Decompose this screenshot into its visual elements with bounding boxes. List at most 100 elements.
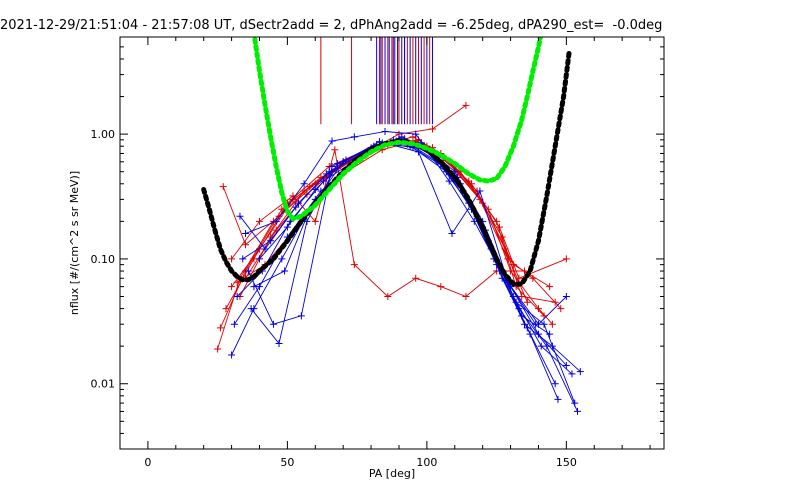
blue-cross-marker (281, 267, 289, 275)
blue-cross-marker (470, 217, 478, 225)
blue-cross-marker (311, 185, 319, 193)
blue-cross-marker (526, 330, 534, 338)
blue-cross-marker (244, 267, 252, 275)
green-model-curve (252, 37, 544, 222)
red-cross-marker (242, 241, 250, 249)
blue-cross-marker (267, 237, 275, 245)
red-cross-marker (216, 324, 224, 332)
axis-ticks: 0 50 100 150 0.01 0.10 1.00 (91, 36, 664, 469)
plot-area-data (201, 37, 584, 415)
blue-cross-marker (233, 293, 241, 301)
red-cross-marker (214, 345, 222, 353)
blue-cross-marker (278, 255, 286, 263)
blue-cross-marker (236, 212, 244, 220)
red-cross-marker (504, 255, 512, 263)
blue-cross-marker (568, 370, 576, 378)
red-cross-marker (523, 298, 531, 306)
red-cross-marker (275, 212, 283, 220)
red-cross-marker (515, 274, 523, 282)
green-series-3 (252, 37, 544, 222)
blue-cross-marker (261, 245, 269, 253)
x-tick-label: 100 (416, 456, 437, 469)
x-axis-label: PA [deg] (369, 467, 415, 480)
blue-cross-marker (250, 283, 258, 291)
blue-cross-marker (255, 255, 263, 263)
blue-cross-marker (228, 351, 236, 359)
red-cross-marker (462, 101, 470, 109)
red-cross-marker (228, 255, 236, 263)
blue-cross-marker (476, 187, 484, 195)
y-axis-label: nflux [#/(cm^2 s sr MeV)] (68, 171, 81, 315)
red-cross-marker (306, 183, 314, 191)
blue-cross-marker (381, 127, 389, 135)
plot-frame (119, 36, 665, 450)
y-tick-label: 1.00 (91, 128, 116, 141)
blue-cross-marker (350, 133, 358, 141)
blue-cross-marker (283, 223, 291, 231)
blue-cross-marker (230, 320, 238, 328)
blue-cross-marker (334, 160, 342, 168)
blue-cross-marker (576, 368, 584, 376)
red-cross-marker (350, 261, 358, 269)
blue-cross-marker (548, 342, 556, 350)
red-cross-marker (534, 305, 542, 313)
red-cross-marker (311, 217, 319, 225)
red-cross-marker (562, 255, 570, 263)
blue-cross-marker (546, 330, 554, 338)
red-cross-marker (228, 283, 236, 291)
red-series-4 (320, 37, 431, 125)
blue-cross-marker (554, 395, 562, 403)
red-cross-marker (462, 293, 470, 301)
red-cross-marker (219, 183, 227, 191)
blue-cross-marker (328, 163, 336, 171)
blue-cross-marker (551, 380, 559, 388)
red-cross-marker (468, 180, 476, 188)
red-cross-marker (548, 320, 556, 328)
red-cross-marker (384, 293, 392, 301)
chart-title: 2021-12-29/21:51:04 - 21:57:08 UT, dSect… (0, 18, 663, 33)
blue-curve (245, 131, 537, 325)
y-tick-label: 0.01 (91, 378, 116, 391)
blue-cross-marker (342, 156, 350, 164)
blue-cross-marker (242, 229, 250, 237)
red-curve (231, 149, 525, 298)
x-tick-label: 0 (144, 456, 151, 469)
blue-cross-marker (300, 180, 308, 188)
red-cross-marker (412, 274, 420, 282)
red-cross-marker (546, 283, 554, 291)
red-curve (239, 105, 467, 297)
red-cross-marker (529, 274, 537, 282)
red-cross-marker (518, 293, 526, 301)
blue-cross-marker (295, 199, 303, 207)
blue-cross-marker (534, 320, 542, 328)
blue-cross-marker (562, 362, 570, 370)
red-cross-marker (437, 283, 445, 291)
blue-series-5 (376, 37, 433, 125)
red-curve (245, 143, 567, 279)
blue-cross-marker (325, 168, 333, 176)
red-cross-marker (521, 267, 529, 275)
blue-cross-marker (562, 293, 570, 301)
red-cross-marker (255, 217, 263, 225)
x-tick-label: 150 (556, 456, 577, 469)
blue-cross-marker (534, 330, 542, 338)
red-cross-marker (557, 305, 565, 313)
blue-cross-marker (328, 137, 336, 145)
blue-cross-marker (445, 177, 453, 185)
red-cross-marker (495, 223, 503, 231)
blue-cross-marker (239, 255, 247, 263)
blue-cross-marker (574, 407, 582, 415)
blue-cross-marker (247, 305, 255, 313)
blue-cross-marker (415, 148, 423, 156)
red-cross-marker (331, 146, 339, 154)
blue-cross-marker (297, 312, 305, 320)
blue-cross-marker (275, 340, 283, 348)
blue-cross-marker (448, 229, 456, 237)
red-cross-marker (222, 305, 230, 313)
blue-cross-marker (272, 217, 280, 225)
blue-cross-marker (269, 320, 277, 328)
red-cross-marker (428, 125, 436, 133)
blue-cross-marker (412, 130, 420, 138)
red-cross-marker (233, 278, 241, 286)
